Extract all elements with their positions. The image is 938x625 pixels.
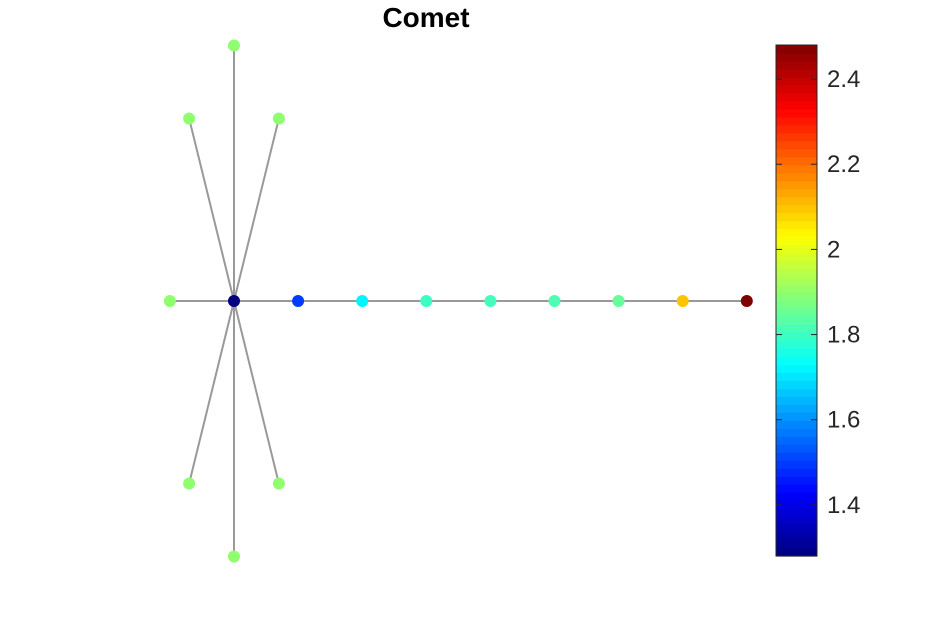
- colorbar-band: [776, 340, 817, 350]
- colorbar-band: [776, 460, 817, 469]
- colorbar-band: [776, 108, 817, 118]
- colorbar-band: [776, 116, 817, 126]
- colorbar-tick-label: 2: [827, 236, 840, 263]
- colorbar-band: [776, 268, 817, 278]
- colorbar-band: [776, 356, 817, 365]
- graph-node-n10: [356, 295, 369, 307]
- colorbar-tick-label: 1.4: [827, 492, 860, 519]
- graph-node-n3: [183, 112, 196, 125]
- colorbar-band: [776, 220, 817, 230]
- colorbar-band: [776, 444, 817, 453]
- colorbar-band: [776, 500, 817, 509]
- colorbar-band: [776, 428, 817, 437]
- colorbar-band: [776, 124, 817, 134]
- graph-node-n12: [484, 295, 497, 307]
- graph-node-n9: [292, 295, 305, 307]
- colorbar-tick-label: 1.6: [827, 407, 860, 434]
- graph-node-n13: [548, 295, 561, 307]
- colorbar-band: [776, 244, 817, 254]
- colorbar-band: [776, 45, 817, 54]
- colorbar-tick-label: 2.2: [827, 151, 860, 178]
- colorbar-band: [776, 172, 817, 182]
- colorbar-band: [776, 100, 817, 110]
- graph-node-n4: [272, 112, 285, 125]
- colorbar-band: [776, 300, 817, 310]
- colorbar-band: [776, 396, 817, 405]
- graph-node-n5: [163, 295, 176, 307]
- colorbar-band: [776, 180, 817, 190]
- colorbar-band: [776, 84, 817, 94]
- colorbar-frame: [775, 44, 818, 557]
- colorbar-band: [776, 380, 817, 389]
- colorbar-band: [776, 92, 817, 102]
- colorbar-band: [776, 364, 817, 373]
- colorbar-band: [776, 316, 817, 326]
- colorbar-band: [776, 508, 817, 517]
- graph-node-n1: [228, 295, 240, 307]
- colorbar: 1.4 1.6 1.8 2 2.2 2.4: [775, 44, 860, 557]
- colorbar-band: [776, 212, 817, 222]
- colorbar-band: [776, 76, 817, 86]
- colorbar-band: [776, 260, 817, 270]
- colorbar-band: [776, 540, 817, 549]
- colorbar-band: [776, 420, 817, 429]
- graph-edge-n1-n6: [188, 300, 235, 484]
- colorbar-band: [776, 436, 817, 445]
- colorbar-band: [776, 252, 817, 262]
- colorbar-band: [776, 468, 817, 477]
- colorbar-band: [776, 204, 817, 214]
- graph-node-n7: [272, 477, 285, 490]
- colorbar-band: [776, 284, 817, 294]
- colorbar-band: [776, 532, 817, 541]
- graph-node-n15: [676, 295, 689, 307]
- colorbar-band: [776, 476, 817, 485]
- colorbar-band: [776, 132, 817, 142]
- colorbar-band: [776, 548, 817, 557]
- colorbar-band: [776, 484, 817, 493]
- colorbar-band: [776, 452, 817, 461]
- colorbar-band: [776, 236, 817, 246]
- colorbar-band: [776, 388, 817, 397]
- colorbar-band: [776, 148, 817, 158]
- graph-edge-n1-n3: [188, 118, 235, 302]
- graph-node-n16: [740, 295, 753, 307]
- colorbar-band: [776, 348, 817, 357]
- graph-node-n6: [183, 477, 196, 490]
- colorbar-band: [776, 292, 817, 302]
- colorbar-band: [776, 492, 817, 501]
- colorbar-band: [776, 276, 817, 286]
- graph-edge-n1-n7: [233, 300, 280, 484]
- colorbar-band: [776, 228, 817, 238]
- colorbar-band: [776, 52, 817, 62]
- graph-node-n8: [228, 550, 240, 563]
- colorbar-ticks: 1.4 1.6 1.8 2 2.2 2.4: [776, 66, 860, 519]
- colorbar-band: [776, 404, 817, 413]
- colorbar-band: [776, 516, 817, 525]
- colorbar-tick-label: 1.8: [827, 322, 860, 349]
- colorbar-band: [776, 188, 817, 198]
- colorbar-band: [776, 156, 817, 166]
- graph-nodes: [163, 39, 753, 563]
- colorbar-band: [776, 524, 817, 533]
- graph-node-n14: [612, 295, 625, 307]
- colorbar-tick-label: 2.4: [827, 66, 860, 93]
- colorbar-gradient: [776, 45, 817, 557]
- colorbar-band: [776, 140, 817, 150]
- colorbar-band: [776, 308, 817, 318]
- colorbar-band: [776, 412, 817, 421]
- graph-edges: [169, 45, 747, 557]
- graph-edge-n1-n4: [233, 118, 280, 302]
- colorbar-band: [776, 196, 817, 206]
- colorbar-band: [776, 68, 817, 78]
- graph-node-n2: [228, 39, 240, 52]
- graph-node-n11: [420, 295, 433, 307]
- colorbar-band: [776, 324, 817, 334]
- colorbar-band: [776, 164, 817, 174]
- colorbar-band: [776, 60, 817, 70]
- colorbar-band: [776, 372, 817, 381]
- colorbar-band: [776, 332, 817, 342]
- chart-title: Comet: [382, 2, 470, 33]
